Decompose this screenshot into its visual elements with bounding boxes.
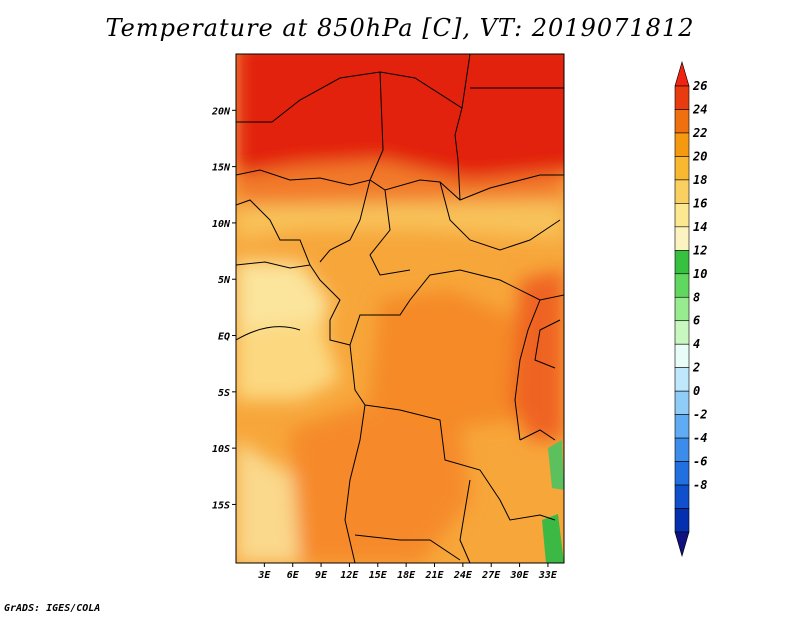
colorbar-swatch [674, 226, 690, 251]
lon-tick-label: 15E [369, 570, 388, 581]
colorbar-label: 6 [693, 314, 700, 328]
lat-tick-label: EQ [218, 332, 230, 343]
lon-tick-label: 3E [257, 570, 271, 581]
colorbar-label: 10 [693, 267, 707, 281]
colorbar-swatch [674, 320, 690, 345]
colorbar-bottom-arrow [674, 531, 690, 558]
colorbar-label: 20 [692, 149, 707, 163]
colorbar-label: 22 [692, 126, 707, 140]
temperature-field [236, 54, 564, 563]
lat-tick-label: 5N [218, 275, 231, 286]
colorbar-swatch [674, 390, 690, 415]
map-title: Temperature at 850hPa [C], VT: 201907181… [105, 14, 695, 42]
lat-tick-label: 15S [212, 500, 230, 511]
colorbar-label: -4 [693, 431, 707, 445]
lat-tick-label: 5S [218, 388, 230, 399]
colorbar-swatch [674, 250, 690, 275]
colorbar-swatch [674, 296, 690, 322]
colorbar-swatch [674, 85, 690, 110]
credit-text: GrADS: IGES/COLA [4, 603, 101, 614]
colorbar-label: 14 [693, 220, 707, 234]
colorbar-label: 12 [693, 243, 707, 257]
lon-tick-label: 27E [481, 570, 501, 581]
lon-tick-label: 24E [453, 570, 473, 581]
lat-tick-label: 20N [211, 106, 231, 117]
lon-tick-label: 33E [538, 570, 558, 581]
colorbar-swatch [674, 179, 690, 204]
lat-tick-label: 10S [212, 444, 230, 455]
lon-tick-label: 6E [287, 570, 300, 581]
colorbar-top-arrow [674, 60, 690, 87]
colorbar-swatch [674, 367, 690, 392]
colorbar-swatch [674, 461, 690, 486]
lon-tick-label: 30E [510, 570, 530, 581]
colorbar-swatch [674, 414, 690, 439]
colorbar-swatch [674, 273, 690, 298]
colorbar-label: 4 [693, 337, 700, 351]
lat-tick-label: 15N [212, 163, 231, 174]
lat-tick-label: 10N [212, 219, 231, 230]
colorbar-label: -8 [693, 478, 707, 492]
colorbar-label: 24 [692, 102, 707, 116]
colorbar-swatch [674, 343, 690, 368]
colorbar-label: -2 [693, 408, 707, 422]
colorbar-label: 0 [693, 384, 700, 398]
colorbar-label: 16 [693, 196, 707, 210]
colorbar-label: 26 [692, 79, 707, 93]
colorbar-label: 2 [692, 361, 700, 375]
colorbar-swatch [674, 437, 690, 462]
colorbar-swatch [674, 508, 690, 533]
lon-tick-label: 18E [397, 570, 416, 581]
colorbar-label: 18 [693, 173, 707, 187]
map-frame [235, 53, 565, 564]
colorbar-label: -6 [693, 455, 707, 469]
lon-tick-label: 12E [340, 570, 359, 581]
country-borders [236, 54, 564, 563]
lon-tick-label: 9E [315, 570, 328, 581]
colorbar-swatch [674, 156, 690, 181]
colorbar-swatch [674, 132, 690, 157]
colorbar-label: 8 [693, 290, 700, 304]
colorbar-swatch [674, 203, 690, 228]
axis-ticks: 20N 15N 10N 5N EQ 5S 10S 15S 3E 6E 9E 12E 15E 18E 21E 2… [211, 106, 558, 581]
colorbar-swatch [674, 484, 690, 509]
lon-tick-label: 21E [424, 570, 444, 581]
colorbar-swatch [674, 109, 690, 134]
